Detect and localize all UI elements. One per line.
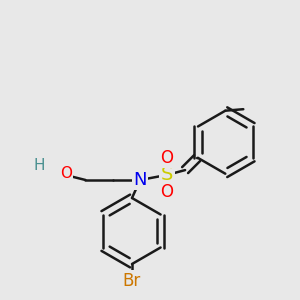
Text: S: S (161, 165, 173, 184)
Text: O: O (160, 183, 174, 201)
Text: H: H (33, 158, 45, 172)
Text: O: O (160, 149, 174, 167)
Text: N: N (133, 171, 147, 189)
Text: O: O (60, 167, 72, 182)
Text: Br: Br (123, 272, 141, 290)
